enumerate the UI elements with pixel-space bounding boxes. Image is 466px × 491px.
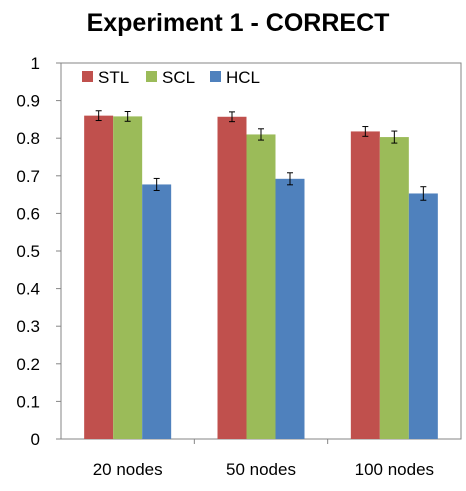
chart-title: Experiment 1 - CORRECT [87, 9, 390, 37]
y-tick-label: 1 [31, 54, 40, 73]
y-tick-label: 0.2 [16, 355, 40, 374]
x-category-label: 50 nodes [226, 460, 296, 479]
bar-stl [351, 131, 380, 439]
plot-area: 0 0.1 0.2 0.3 0.4 0.5 0.6 0.7 0.8 0.9 1 20 nodes 50 … [16, 54, 461, 479]
y-tick-label: 0.7 [16, 167, 40, 186]
legend-label-hcl: HCL [226, 68, 260, 87]
bar-scl [113, 116, 142, 439]
bar-hcl [142, 184, 171, 439]
bar-hcl [276, 179, 305, 439]
legend-swatch-hcl [210, 71, 221, 82]
legend-label-stl: STL [98, 68, 129, 87]
legend-swatch-stl [82, 71, 93, 82]
bar-scl [247, 134, 276, 439]
y-tick-label: 0.6 [16, 204, 40, 223]
y-tick-label: 0.5 [16, 242, 40, 261]
y-tick-label: 0 [31, 430, 40, 449]
x-category-label: 100 nodes [355, 460, 434, 479]
bar-hcl [409, 193, 438, 439]
y-tick-label: 0.9 [16, 92, 40, 111]
y-tick-label: 0.8 [16, 129, 40, 148]
bar-scl [380, 137, 409, 439]
x-category-label: 20 nodes [93, 460, 163, 479]
legend-swatch-scl [146, 71, 157, 82]
y-tick-label: 0.4 [16, 280, 40, 299]
bar-stl [218, 117, 247, 439]
bar-stl [84, 116, 113, 439]
y-tick-label: 0.1 [16, 392, 40, 411]
legend-label-scl: SCL [162, 68, 195, 87]
y-tick-label: 0.3 [16, 317, 40, 336]
